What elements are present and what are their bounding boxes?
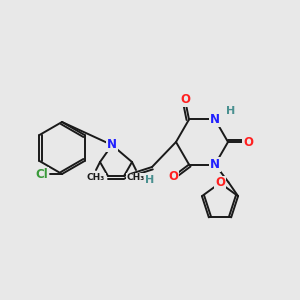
Text: N: N: [210, 158, 220, 171]
Text: N: N: [210, 113, 220, 126]
Text: O: O: [215, 176, 225, 190]
Text: H: H: [226, 106, 236, 116]
Text: CH₃: CH₃: [87, 173, 105, 182]
Text: CH₃: CH₃: [127, 173, 145, 182]
Text: N: N: [107, 139, 117, 152]
Text: O: O: [243, 136, 253, 148]
Text: Cl: Cl: [36, 167, 48, 181]
Text: O: O: [168, 170, 178, 183]
Text: H: H: [146, 175, 154, 185]
Text: O: O: [180, 93, 190, 106]
Text: Cl: Cl: [36, 169, 48, 179]
